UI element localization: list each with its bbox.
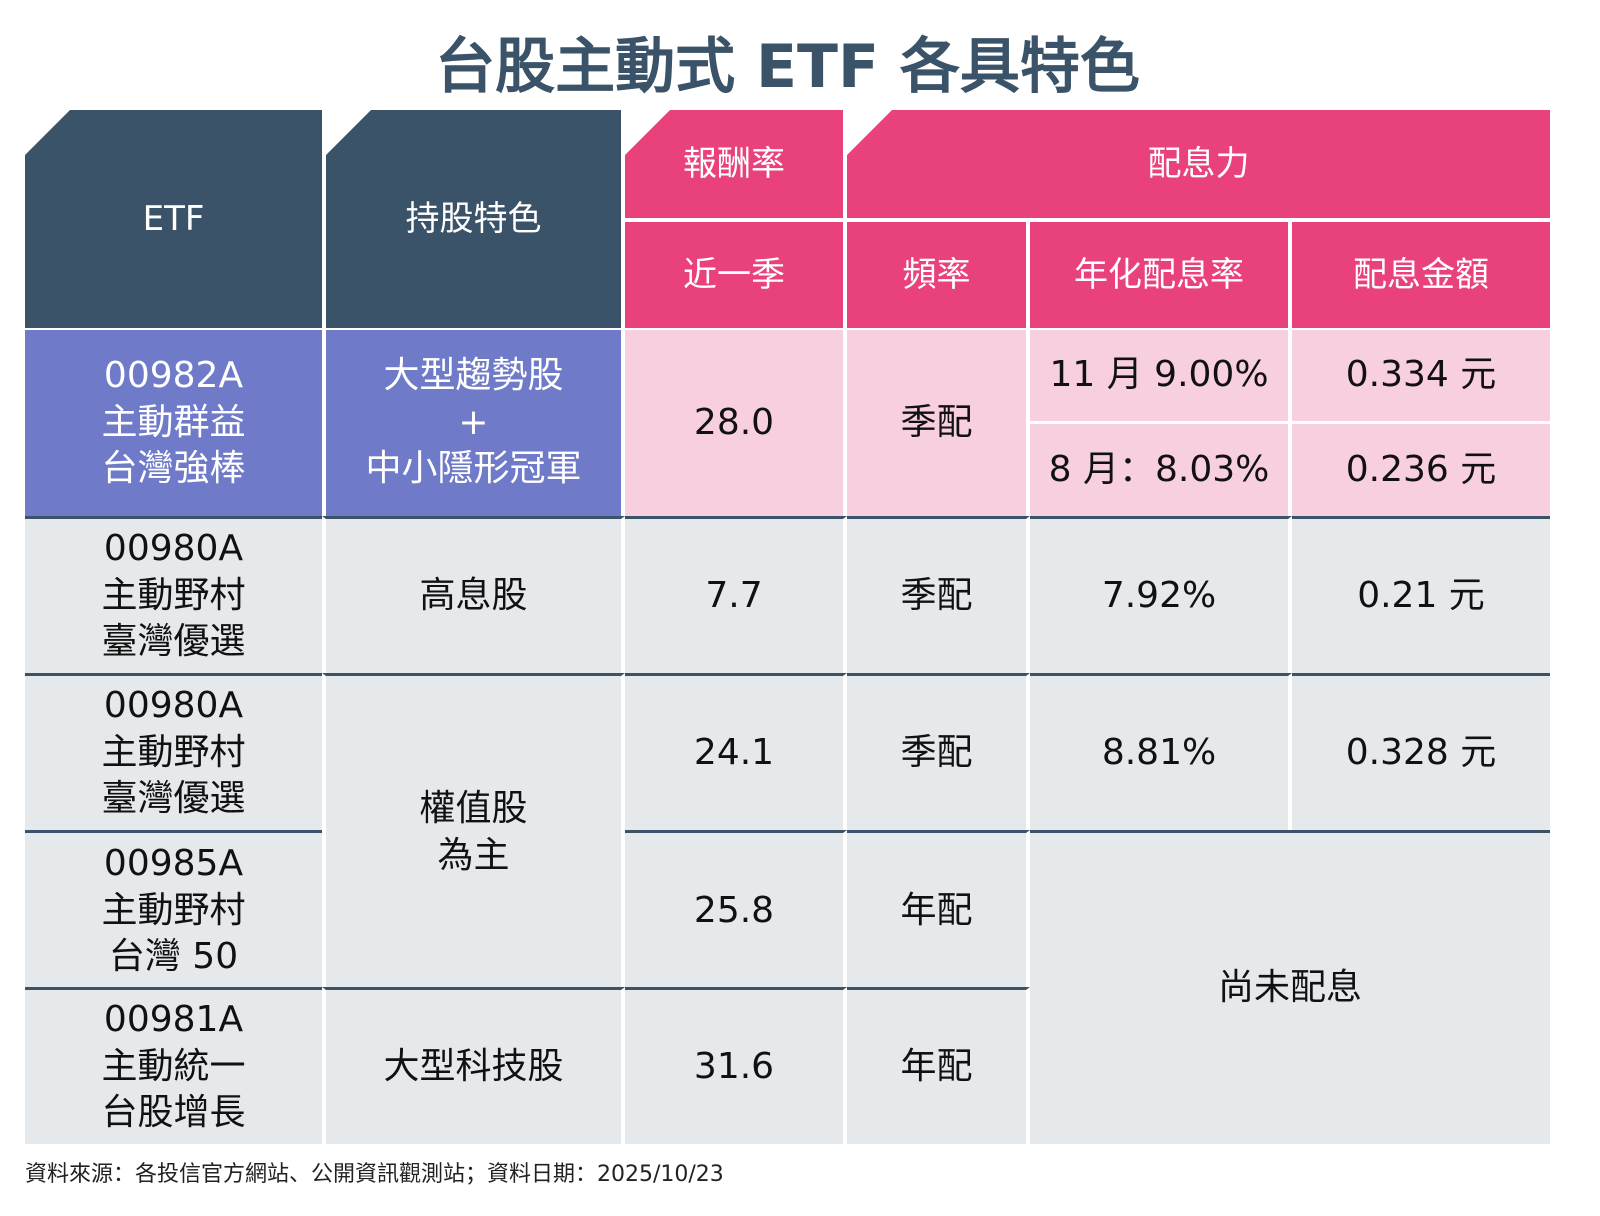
feature-text: 中小隱形冠軍 bbox=[365, 448, 582, 490]
etf-name: 主動野村 bbox=[101, 574, 246, 616]
etf-name: 主動野村 bbox=[101, 731, 246, 773]
frequency-cell: 年配 bbox=[847, 987, 1030, 1144]
etf-name: 臺灣優選 bbox=[101, 778, 246, 820]
header-return-recent: 近一季 bbox=[625, 222, 843, 328]
yield-cell: 7.92% bbox=[1030, 516, 1292, 673]
frequency-cell: 年配 bbox=[847, 830, 1030, 989]
feature-cell: 高息股 bbox=[322, 516, 625, 673]
yield-cell: 8.81% bbox=[1030, 673, 1292, 830]
feature-cell: 權值股 為主 bbox=[322, 673, 625, 989]
feature-text: + bbox=[458, 401, 489, 443]
frequency-cell: 季配 bbox=[847, 516, 1030, 673]
etf-cell: 00980A 主動野村 臺灣優選 bbox=[25, 516, 322, 673]
etf-name: 臺灣優選 bbox=[101, 621, 246, 663]
header-dividend-amount: 配息金額 bbox=[1292, 222, 1550, 328]
etf-code: 00985A bbox=[103, 842, 244, 884]
etf-cell: 00982A 主動群益 台灣強棒 bbox=[25, 330, 322, 516]
etf-name: 主動野村 bbox=[101, 889, 246, 931]
etf-cell: 00981A 主動統一 台股增長 bbox=[25, 987, 322, 1144]
return-cell: 31.6 bbox=[625, 987, 847, 1144]
feature-text: 大型趨勢股 bbox=[383, 354, 564, 396]
etf-name: 台灣 50 bbox=[108, 936, 239, 978]
etf-name: 台灣強棒 bbox=[101, 448, 246, 490]
yield-cell: 11 月 9.00% bbox=[1030, 330, 1288, 421]
header-frequency: 頻率 bbox=[847, 222, 1026, 328]
page-title: 台股主動式 ETF 各具特色 bbox=[435, 32, 1140, 102]
return-cell: 25.8 bbox=[625, 830, 847, 989]
etf-code: 00981A bbox=[103, 998, 244, 1040]
frequency-cell: 季配 bbox=[847, 673, 1030, 830]
feature-cell: 大型趨勢股 + 中小隱形冠軍 bbox=[326, 330, 621, 516]
return-cell: 24.1 bbox=[625, 673, 847, 830]
return-cell: 7.7 bbox=[625, 516, 847, 673]
feature-cell: 大型科技股 bbox=[322, 987, 625, 1144]
amount-cell: 0.236 元 bbox=[1292, 424, 1550, 516]
header-return-group: 報酬率 bbox=[625, 110, 843, 218]
etf-cell: 00980A 主動野村 臺灣優選 bbox=[25, 673, 322, 830]
header-etf: ETF bbox=[25, 110, 322, 328]
header-feature: 持股特色 bbox=[326, 110, 621, 328]
feature-text: 為主 bbox=[437, 834, 510, 876]
etf-code: 00982A bbox=[103, 354, 244, 396]
header-dividend-group: 配息力 bbox=[847, 110, 1550, 218]
etf-cell: 00985A 主動野村 台灣 50 bbox=[25, 830, 322, 989]
etf-code: 00980A bbox=[103, 527, 244, 569]
etf-name: 主動群益 bbox=[101, 401, 246, 443]
yield-cell: 8 月：8.03% bbox=[1030, 424, 1288, 516]
header-annual-yield: 年化配息率 bbox=[1030, 222, 1288, 328]
etf-name: 主動統一 bbox=[101, 1045, 246, 1087]
etf-name: 台股增長 bbox=[101, 1092, 246, 1134]
etf-code: 00980A bbox=[103, 684, 244, 726]
frequency-cell: 季配 bbox=[847, 330, 1026, 516]
amount-cell: 0.21 元 bbox=[1292, 516, 1550, 673]
no-dividend-cell: 尚未配息 bbox=[1030, 830, 1550, 1144]
amount-cell: 0.334 元 bbox=[1292, 330, 1550, 421]
amount-cell: 0.328 元 bbox=[1292, 673, 1550, 830]
feature-text: 權值股 bbox=[419, 787, 528, 829]
source-note: 資料來源：各投信官方網站、公開資訊觀測站；資料日期：2025/10/23 bbox=[25, 1162, 724, 1187]
return-cell: 28.0 bbox=[625, 330, 843, 516]
